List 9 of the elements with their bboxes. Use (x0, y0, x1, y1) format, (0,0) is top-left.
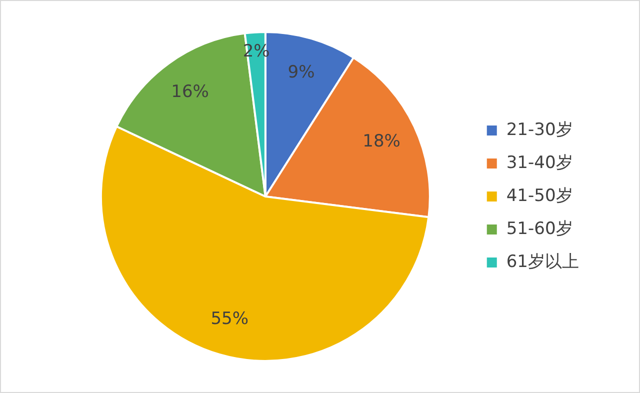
data-label: 55% (210, 309, 249, 330)
legend-label: 31-40岁 (506, 152, 573, 173)
data-label: 9% (288, 62, 315, 83)
legend-label: 41-50岁 (506, 186, 573, 206)
legend-label: 51-60岁 (506, 218, 573, 239)
legend-label: 61岁以上 (506, 252, 580, 272)
data-label: 16% (171, 82, 209, 102)
data-label: 18% (362, 131, 400, 152)
legend-label: 21-30岁 (506, 120, 573, 140)
